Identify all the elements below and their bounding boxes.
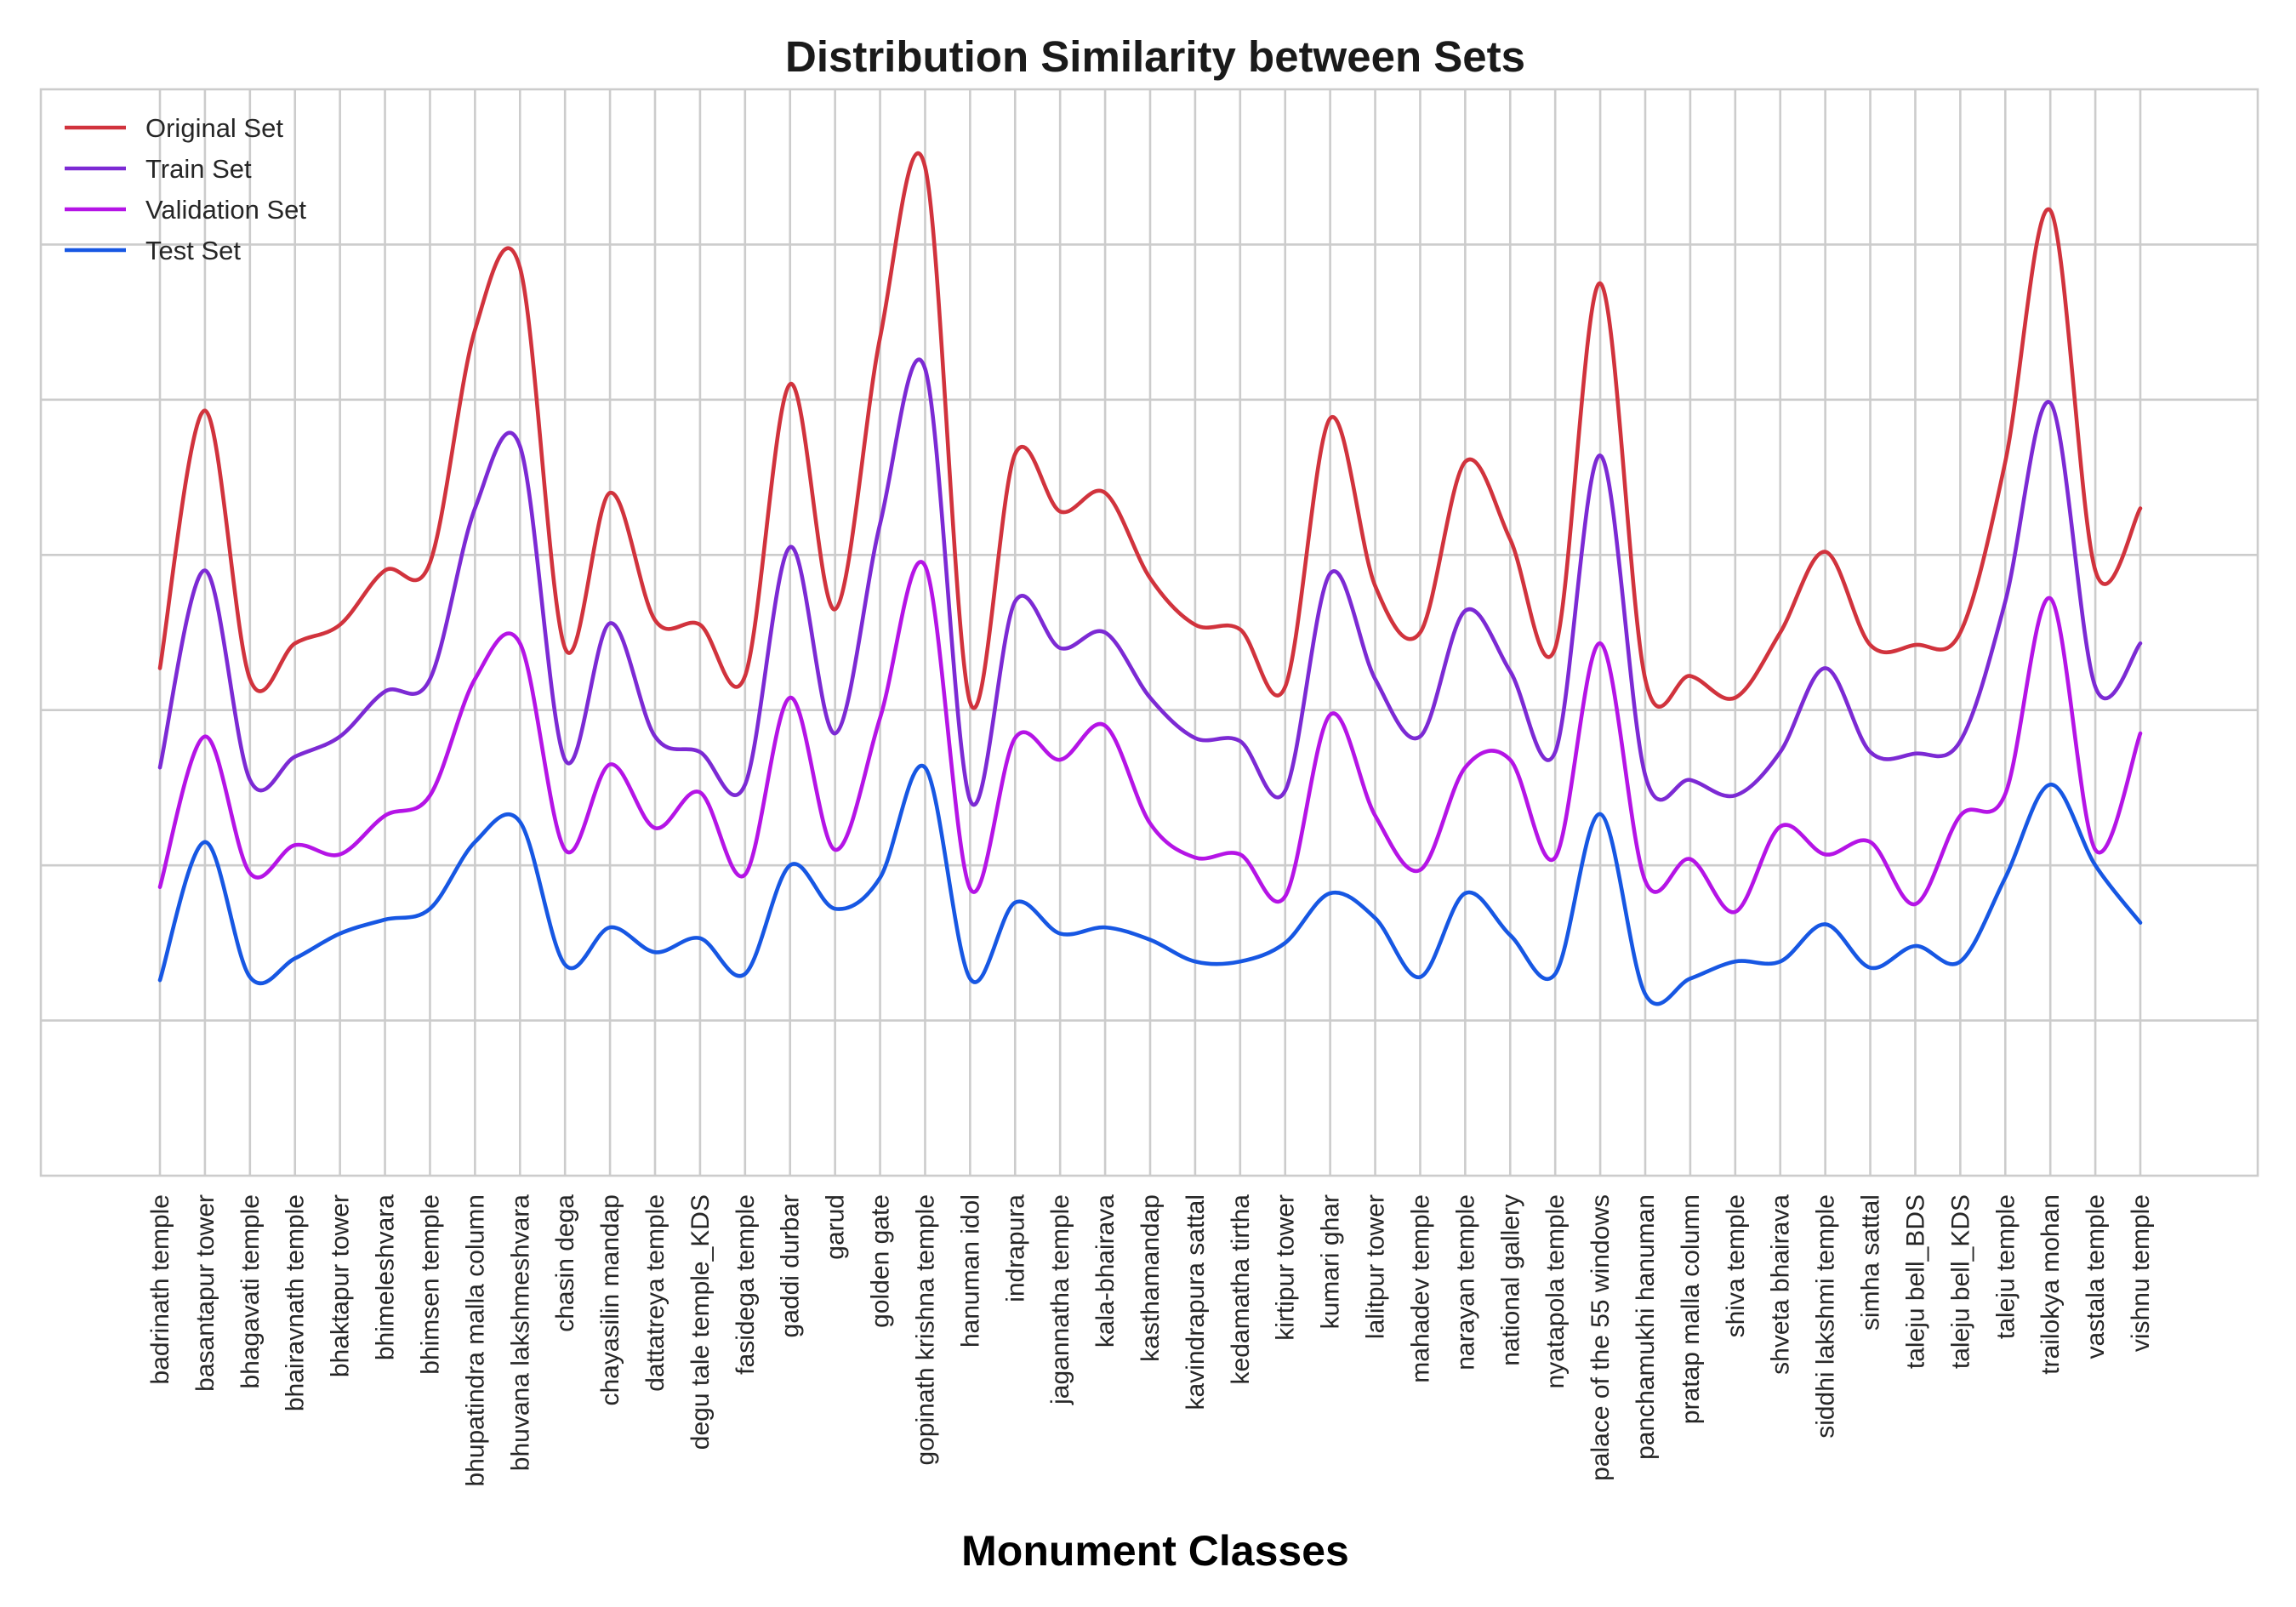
plot-frame (39, 88, 2259, 1177)
grid (41, 89, 2258, 1176)
x-tick-label: kavindrapura sattal (1182, 1194, 1210, 1410)
x-tick-label: gopinath krishna temple (911, 1194, 939, 1466)
series-line-train-set (157, 357, 2143, 807)
x-tick-label: badrinath temple (146, 1194, 174, 1384)
x-tick-label: bhagavati temple (236, 1194, 265, 1389)
x-tick-label: dattatreya temple (641, 1194, 669, 1392)
series-lines (157, 151, 2143, 1006)
x-tick-label: shiva temple (1722, 1194, 1750, 1337)
x-tick-label: garud (822, 1194, 850, 1260)
x-tick-label: lalitpur tower (1362, 1194, 1390, 1339)
x-tick-label: pratap malla column (1677, 1194, 1705, 1424)
x-tick-label: vishnu temple (2127, 1194, 2155, 1352)
x-tick-label: taleju bell_KDS (1946, 1194, 1974, 1369)
x-tick-label: chayasilin mandap (596, 1194, 624, 1405)
x-tick-label: siddhi lakshmi temple (1812, 1194, 1840, 1439)
legend-label-train-set: Train Set (145, 154, 252, 184)
x-tick-label: taleju bell_BDS (1901, 1194, 1929, 1369)
legend: Original Set Train Set Validation Set Test … (65, 113, 306, 265)
x-tick-label: mahadev temple (1406, 1194, 1434, 1383)
x-tick-label: panchamukhi hanuman (1632, 1194, 1660, 1460)
x-tick-label: bhimeleshvara (372, 1194, 400, 1360)
x-axis-label: Monument Classes (961, 1527, 1349, 1575)
x-tick-label: fasidega temple (732, 1194, 760, 1375)
legend-label-original-set: Original Set (145, 113, 283, 143)
x-tick-label: chasin dega (551, 1194, 579, 1332)
x-tick-label: kirtipur tower (1272, 1194, 1300, 1341)
x-tick-label: simha sattal (1857, 1194, 1885, 1331)
x-tick-label: golden gate (867, 1194, 895, 1328)
x-tick-label: indrapura (1001, 1194, 1029, 1302)
x-tick-label: narayan temple (1451, 1194, 1479, 1371)
series-line-test-set (157, 763, 2143, 1006)
x-tick-label: jagannatha temple (1046, 1194, 1074, 1405)
x-tick-label: kedamatha tirtha (1227, 1194, 1255, 1385)
x-tick-label: bhupatindra malla column (461, 1194, 489, 1487)
x-tick-label: taleju temple (1991, 1194, 2020, 1339)
x-tick-label: trailokya mohan (2037, 1194, 2065, 1375)
series-line-original-set (157, 151, 2143, 710)
chart-title: Distribution Similarity between Sets (785, 32, 1525, 81)
x-tick-label: bhuvana lakshmeshvara (506, 1194, 534, 1472)
x-tick-label: bhimsen temple (416, 1194, 444, 1375)
x-tick-label: national gallery (1496, 1194, 1524, 1366)
x-tick-label: kala-bhairava (1091, 1194, 1120, 1348)
x-tick-label: vastala temple (2082, 1194, 2110, 1359)
x-tick-label: kasthamandap (1137, 1194, 1165, 1362)
x-tick-label: gaddi durbar (777, 1194, 805, 1337)
x-tick-labels: badrinath temple basantapur tower bhagavat… (146, 1194, 2155, 1487)
x-tick-label: palace of the 55 windows (1587, 1194, 1615, 1481)
x-tick-label: hanuman idol (956, 1194, 984, 1348)
x-tick-label: nyatapola temple (1541, 1194, 1570, 1389)
x-tick-label: shveta bhairava (1767, 1194, 1795, 1375)
x-tick-label: bhaktapur tower (327, 1194, 355, 1377)
x-tick-label: bhairavnath temple (282, 1194, 310, 1411)
x-tick-label: degu tale temple_KDS (687, 1194, 715, 1450)
x-tick-label: kumari ghar (1317, 1194, 1345, 1329)
x-tick-label: basantapur tower (191, 1194, 219, 1392)
legend-label-test-set: Test Set (145, 236, 241, 265)
legend-label-validation-set: Validation Set (145, 195, 306, 225)
series-line-validation-set (157, 560, 2143, 915)
